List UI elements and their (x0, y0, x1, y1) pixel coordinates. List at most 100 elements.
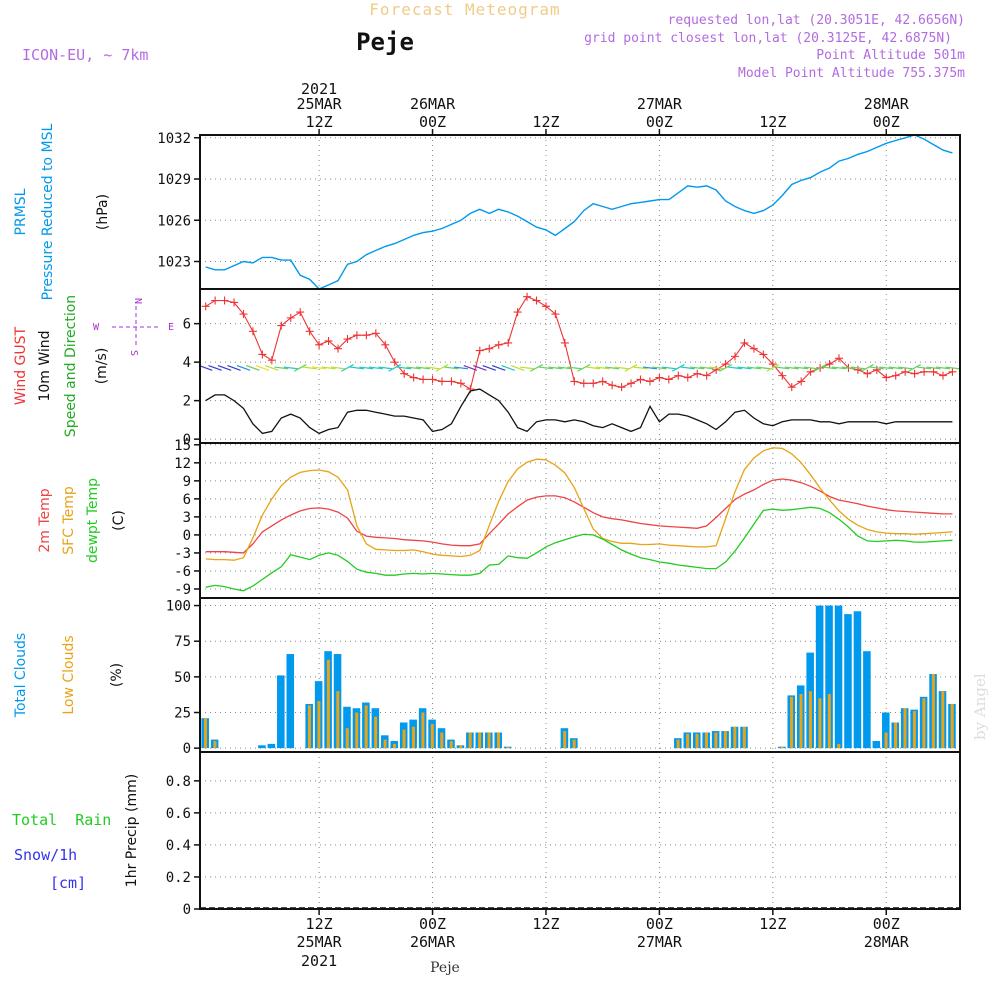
low-cloud-bar (203, 718, 207, 749)
total-cloud-bar (853, 611, 862, 749)
wind-arrow (283, 366, 298, 370)
gust-marker (627, 379, 636, 388)
total-cloud-bar (277, 675, 285, 749)
compass-north: N (132, 298, 143, 304)
y-tick-label: 6 (183, 492, 191, 508)
gust-marker (513, 308, 522, 317)
top-axis-label: 26MAR (410, 95, 456, 113)
wind-arrow (633, 366, 648, 370)
gust-marker (211, 296, 220, 305)
wind-arrow (435, 364, 449, 372)
grid-coords: grid point closest lon,lat (20.3125E, 42… (584, 31, 952, 46)
low-cloud-bar (430, 723, 434, 749)
low-cloud-bar (676, 739, 680, 749)
gust-marker (778, 371, 787, 380)
wind-arrow (198, 364, 213, 371)
gust-marker (693, 369, 702, 378)
gust-marker (437, 377, 446, 386)
wind-arrow (671, 364, 685, 372)
panel-frame (199, 442, 961, 599)
wind-arrow (841, 366, 856, 370)
y-tick-label: 4 (183, 355, 191, 371)
gust-marker (853, 365, 862, 374)
panel-label-temp: 2m Temp (37, 488, 53, 552)
gust-marker (315, 340, 324, 349)
gust-marker (239, 310, 248, 319)
gust-marker (201, 302, 210, 311)
wind-arrow (378, 366, 393, 370)
wind-arrow (917, 366, 932, 370)
wind-arrow (746, 366, 761, 370)
low-cloud-bar (903, 708, 907, 749)
wind-arrow (416, 366, 431, 370)
low-cloud-bar (808, 691, 812, 749)
wind-arrow (680, 366, 695, 370)
low-cloud-bar (941, 691, 945, 749)
low-cloud-bar (733, 726, 737, 749)
wind-arrow (642, 366, 657, 370)
bottom-axis-label: 26MAR (410, 933, 456, 951)
wind-arrow (709, 366, 724, 370)
gust-marker (494, 340, 503, 349)
low-cloud-bar (790, 696, 794, 749)
snow-legend: Snow/1h (14, 846, 77, 864)
panel-label-clouds: Total Clouds (13, 633, 29, 718)
y-tick-label: 75 (174, 634, 191, 650)
gust-marker (787, 383, 796, 392)
gust-marker (825, 360, 834, 369)
gust-marker (305, 327, 314, 336)
low-cloud-bar (572, 739, 576, 749)
low-cloud-bar (818, 698, 822, 749)
gust-marker (428, 375, 437, 384)
panel-label-pressure: (hPa) (95, 194, 111, 230)
gust-marker (636, 375, 645, 384)
wind-arrow (803, 366, 818, 370)
panel-frame (199, 751, 961, 910)
wind-arrow (756, 366, 771, 370)
wind-arrow (368, 366, 383, 370)
wind-arrow (908, 364, 922, 372)
low-cloud-bar (894, 722, 898, 749)
compass-rose: N S W E (93, 298, 174, 356)
wind-arrow (888, 366, 903, 370)
total-cloud-bar (825, 605, 833, 749)
wind-arrow (491, 364, 506, 371)
low-cloud-bar (355, 712, 359, 749)
gust-marker (258, 350, 267, 359)
pressure-line (205, 134, 953, 290)
panel-label-pressure: PRMSL (13, 188, 29, 235)
wind-arrow (330, 366, 346, 370)
gust-marker (267, 356, 276, 365)
wind-arrow (501, 364, 515, 371)
wind-arrow (945, 366, 960, 370)
low-cloud-bar (364, 705, 368, 749)
gust-marker (721, 360, 730, 369)
gust-marker (324, 336, 333, 345)
top-axis-label: 12Z (306, 113, 333, 131)
wind-arrow (831, 366, 847, 370)
chart-title: Forecast Meteogram (369, 0, 560, 19)
top-axis-label: 12Z (532, 113, 559, 131)
total-cloud-bar (863, 651, 871, 749)
panel-label-clouds: Low Clouds (61, 635, 77, 714)
low-cloud-bar (723, 731, 727, 749)
wind-arrow (520, 366, 535, 370)
low-cloud-bar (506, 746, 510, 749)
wind-arrow (359, 366, 374, 370)
wind-arrow (255, 364, 270, 371)
low-cloud-bar (922, 698, 926, 749)
wind-arrow (538, 366, 553, 370)
top-axis-label: 28MAR (864, 95, 910, 113)
gust-marker (371, 329, 380, 338)
low-cloud-bar (827, 693, 831, 749)
y-tick-label: -3 (174, 546, 191, 562)
low-cloud-bar (213, 741, 217, 749)
gust-marker (702, 371, 711, 380)
y-tick-label: 1023 (157, 255, 191, 271)
wind-arrow (737, 366, 752, 370)
low-cloud-bar (799, 693, 803, 749)
bottom-axis-label: 12Z (306, 915, 333, 933)
gust-marker (504, 338, 513, 347)
wind-arrow (869, 366, 884, 370)
wind-arrow (274, 366, 289, 370)
